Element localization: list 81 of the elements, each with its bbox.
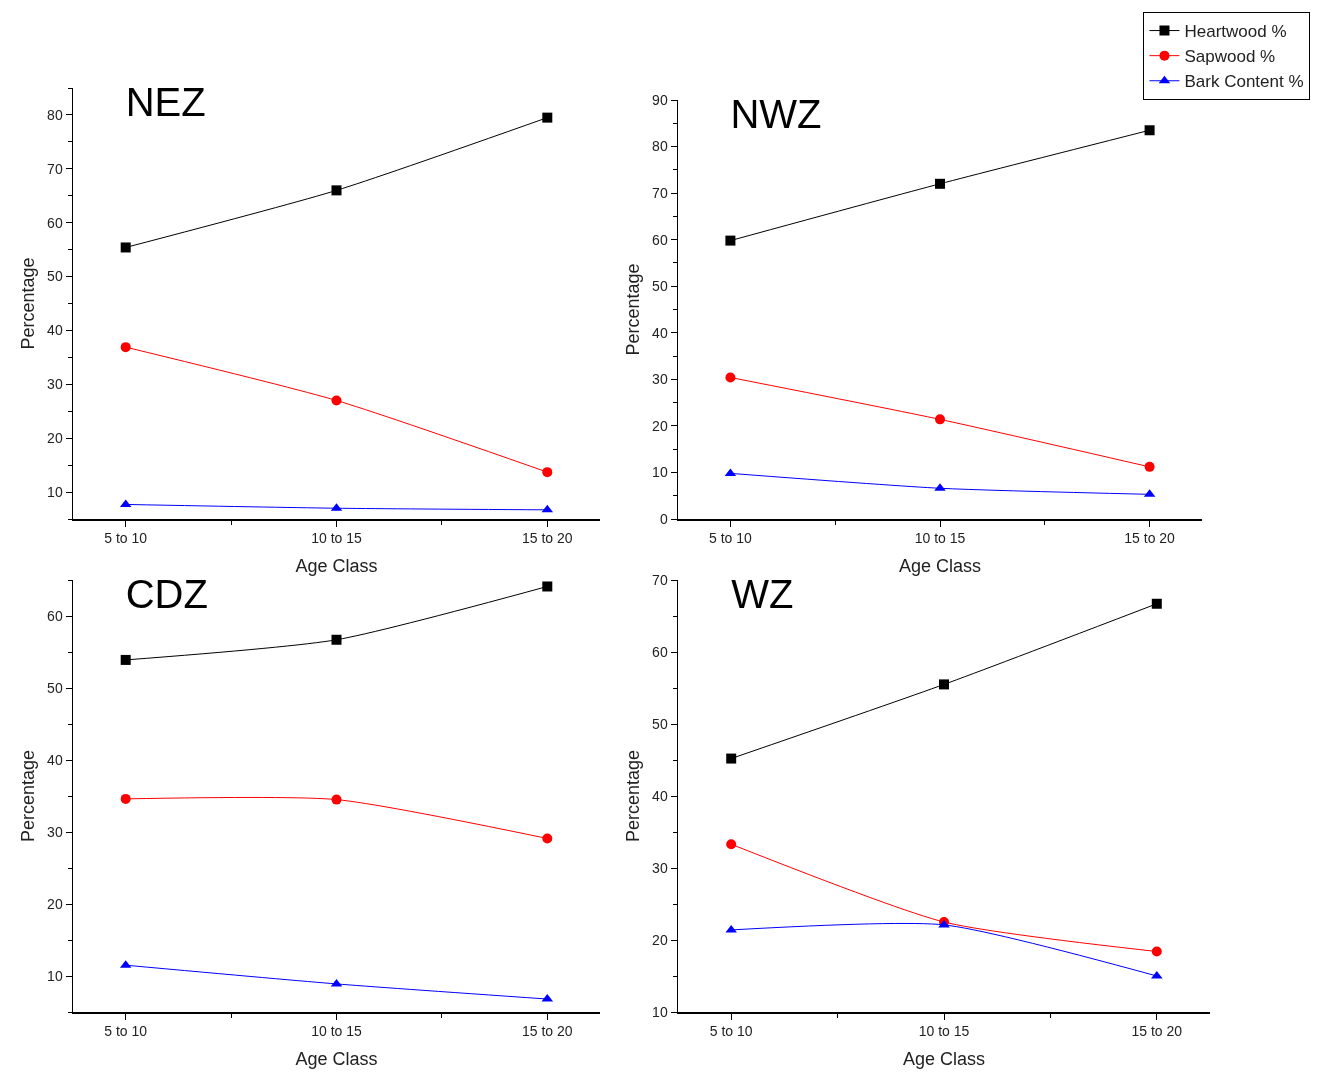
- y-tick-label: 90: [652, 91, 668, 108]
- y-tick-label: 60: [652, 643, 668, 660]
- point: [542, 112, 553, 123]
- x-axis-title: Age Class: [902, 1049, 986, 1070]
- y-tick-label: 80: [652, 138, 668, 155]
- y-tick-label: 60: [47, 607, 63, 624]
- point: [726, 753, 737, 764]
- y-tick-label: 70: [652, 571, 668, 588]
- point: [725, 372, 736, 383]
- point: [725, 235, 736, 246]
- y-tick-label: 50: [47, 268, 63, 285]
- x-tick-label: 5 to 10: [709, 1023, 753, 1040]
- legend-label: Heartwood %: [1184, 22, 1287, 42]
- x-axis-title: Age Class: [898, 556, 982, 577]
- point: [120, 793, 131, 804]
- y-tick-label: 40: [652, 324, 668, 341]
- y-axis-title: Percentage: [622, 263, 643, 356]
- y-tick-label: 50: [652, 278, 668, 295]
- y-tick-label: 40: [47, 322, 63, 339]
- point: [120, 342, 131, 353]
- y-tick-label: 40: [47, 751, 63, 768]
- point: [120, 654, 131, 665]
- y-tick-label: 30: [47, 376, 63, 393]
- x-tick-label: 10 to 15: [918, 1023, 970, 1040]
- point: [939, 679, 949, 690]
- x-tick-label: 10 to 15: [311, 1023, 363, 1040]
- y-axis-title: Percentage: [17, 749, 38, 843]
- chart-title: CDZ: [125, 572, 208, 616]
- point: [331, 395, 342, 406]
- x-tick-label: 15 to 20: [1124, 530, 1176, 547]
- y-tick-label: 70: [47, 160, 63, 177]
- y-tick-label: 30: [47, 823, 63, 840]
- point: [120, 242, 131, 253]
- y-tick-label: 10: [652, 1003, 668, 1020]
- point: [935, 178, 945, 189]
- y-tick-label: 50: [47, 679, 63, 696]
- point: [542, 467, 553, 478]
- y-tick-label: 10: [47, 967, 63, 984]
- legend-label: Bark Content %: [1184, 72, 1304, 92]
- y-tick-label: 60: [47, 214, 63, 231]
- y-tick-label: 10: [652, 464, 668, 481]
- y-tick-label: 30: [652, 371, 668, 388]
- y-tick-label: 80: [47, 106, 63, 123]
- x-tick-label: 10 to 15: [914, 530, 966, 547]
- x-axis-title: Age Class: [295, 1049, 378, 1070]
- y-tick-label: 10: [47, 483, 63, 500]
- point: [1151, 946, 1162, 957]
- x-tick-label: 5 to 10: [104, 1023, 148, 1040]
- x-tick-label: 15 to 20: [522, 530, 573, 547]
- chart-title: NWZ: [730, 92, 822, 136]
- y-tick-label: 20: [47, 895, 63, 912]
- y-tick-label: 30: [652, 859, 668, 876]
- y-tick-label: 0: [659, 510, 668, 527]
- y-tick-label: 20: [652, 417, 668, 434]
- chart-title: WZ: [731, 572, 794, 616]
- chart-title: NEZ: [125, 80, 206, 124]
- y-axis-title: Percentage: [622, 749, 643, 843]
- point: [1144, 125, 1155, 136]
- x-axis-title: Age Class: [295, 556, 378, 577]
- point: [935, 414, 945, 425]
- point: [331, 185, 342, 196]
- x-tick-label: 5 to 10: [708, 530, 753, 547]
- x-tick-label: 5 to 10: [104, 530, 148, 547]
- y-tick-label: 20: [652, 931, 668, 948]
- x-tick-label: 15 to 20: [522, 1023, 573, 1040]
- x-tick-label: 15 to 20: [1131, 1023, 1183, 1040]
- x-tick-label: 10 to 15: [311, 530, 363, 547]
- point: [331, 794, 342, 805]
- y-axis-title: Percentage: [17, 257, 38, 350]
- point: [1144, 461, 1155, 472]
- y-tick-label: 20: [47, 430, 63, 447]
- point: [542, 833, 553, 844]
- point: [542, 581, 553, 592]
- legend-label: Sapwood %: [1184, 47, 1276, 67]
- point: [331, 634, 342, 645]
- y-tick-label: 50: [652, 715, 668, 732]
- y-tick-label: 40: [652, 787, 668, 804]
- point: [1151, 598, 1162, 609]
- y-tick-label: 70: [652, 185, 668, 202]
- y-tick-label: 60: [652, 231, 668, 248]
- point: [726, 839, 737, 850]
